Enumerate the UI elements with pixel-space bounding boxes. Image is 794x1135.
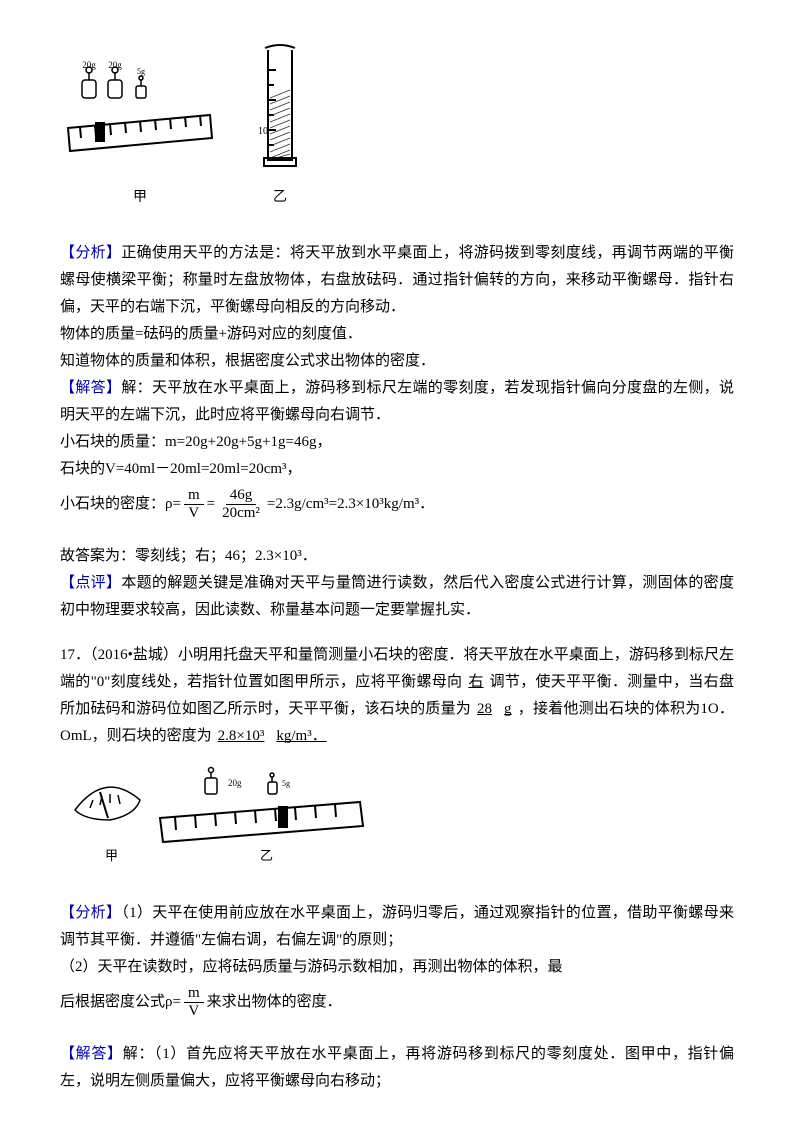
solution-tag-2: 【解答】 [60, 1046, 123, 1062]
weight-label-3: 5g [137, 67, 145, 76]
fig2-weight-1: 20g [228, 778, 242, 788]
figure-1-left: 20g 20g 5g 甲 [60, 60, 220, 210]
analysis-2-p1: 【分析】（1）天平在使用前应放在水平桌面上，游码归零后，通过观察指针的位置，借助… [60, 900, 734, 954]
review-1: 【点评】本题的解题关键是准确对天平与量筒进行读数，然后代入密度公式进行计算，测固… [60, 570, 734, 624]
analysis-2-p3: 后根据密度公式ρ= m V 来求出物体的密度． [60, 985, 734, 1019]
question-17: 17．（2016•盐城）小明用托盘天平和量筒测量小石块的密度．将天平放在水平桌面… [60, 642, 734, 750]
q17-blank3: 2.8×10³ [212, 728, 271, 744]
fraction-mv-2: m V [184, 985, 204, 1019]
weight-label-1: 20g [82, 60, 96, 70]
review-1-text: 本题的解题关键是准确对天平与量筒进行读数，然后代入密度公式进行计算，测固体的密度… [60, 575, 734, 618]
fig2-weight-2: 5g [282, 779, 290, 788]
density-suffix: =2.3g/cm³=2.3×10³kg/m³． [267, 491, 434, 518]
review-tag: 【点评】 [60, 575, 121, 591]
fraction-value: 46g 20cm² [218, 487, 264, 521]
rider-weight [95, 122, 105, 142]
solution-1-p1: 【解答】解：天平放在水平桌面上，游码移到标尺左端的零刻度，若发现指针偏向分度盘的… [60, 375, 734, 429]
cylinder-tick-label: 10 [258, 126, 268, 137]
fig2-caption-right: 乙 [260, 848, 273, 863]
analysis-2-p1-text: （1）天平在使用前应放在水平桌面上，游码归零后，通过观察指针的位置，借助平衡螺母… [60, 905, 734, 948]
analysis-2-p3-prefix: 后根据密度公式ρ= [60, 989, 181, 1016]
figure-2: 20g 5g 甲 乙 [60, 760, 734, 880]
fig2-caption-left: 甲 [105, 848, 118, 863]
figure-1-caption-right: 乙 [273, 185, 287, 210]
graduated-cylinder: 10 [250, 40, 310, 180]
analysis-1-line2: 物体的质量=砝码的质量+游码对应的刻度值． [60, 321, 734, 348]
solution-2: 【解答】解：（1）首先应将天平放在水平桌面上，再将游码移到标尺的零刻度处．图甲中… [60, 1041, 734, 1095]
answer-line-1: 故答案为：零刻线；右；46；2.3×10³． [60, 543, 734, 570]
density-formula-1: 小石块的密度：ρ= m V = 46g 20cm² =2.3g/cm³=2.3×… [60, 487, 734, 521]
q17-blank2: 28 [471, 701, 498, 717]
density-prefix: 小石块的密度：ρ= [60, 491, 181, 518]
analysis-tag-2: 【分析】 [60, 905, 121, 921]
solution-1-text: 解：天平放在水平桌面上，游码移到标尺左端的零刻度，若发现指针偏向分度盘的左侧，说… [60, 380, 734, 423]
analysis-2-p2: （2）天平在读数时，应将砝码质量与游码示数相加，再测出物体的体积，最 [60, 954, 734, 981]
analysis-tag: 【分析】 [60, 245, 121, 261]
figure-1-right: 10 乙 [250, 40, 310, 210]
q17-unit3: kg/m³． [270, 728, 332, 744]
analysis-1-text: 正确使用天平的方法是：将天平放到水平桌面上，将游码拨到零刻度线，再调节两端的平衡… [60, 245, 734, 315]
analysis-2-p3-suffix: 来求出物体的密度． [207, 989, 342, 1016]
weight-label-2: 20g [108, 60, 122, 70]
q17-blank1: 右 [462, 674, 489, 690]
balance-scale-diagram: 20g 20g 5g [60, 60, 220, 180]
solution-tag: 【解答】 [60, 380, 121, 396]
fig2-rider [278, 806, 288, 828]
q17-unit2: g [498, 701, 518, 717]
analysis-1: 【分析】正确使用天平的方法是：将天平放到水平桌面上，将游码拨到零刻度线，再调节两… [60, 240, 734, 321]
fraction-mv: m V [184, 487, 204, 521]
solution-1-mass: 小石块的质量：m=20g+20g+5g+1g=46g， [60, 429, 734, 456]
figure-1-caption-left: 甲 [133, 185, 147, 210]
figure-2-svg: 20g 5g 甲 乙 [60, 760, 380, 870]
solution-2-text: 解：（1）首先应将天平放在水平桌面上，再将游码移到标尺的零刻度处．图甲中，指针偏… [60, 1046, 734, 1089]
solution-1-volume: 石块的V=40ml－20ml=20ml=20cm³， [60, 456, 734, 483]
analysis-1-line3: 知道物体的质量和体积，根据密度公式求出物体的密度． [60, 348, 734, 375]
figure-1: 20g 20g 5g 甲 [60, 40, 734, 210]
